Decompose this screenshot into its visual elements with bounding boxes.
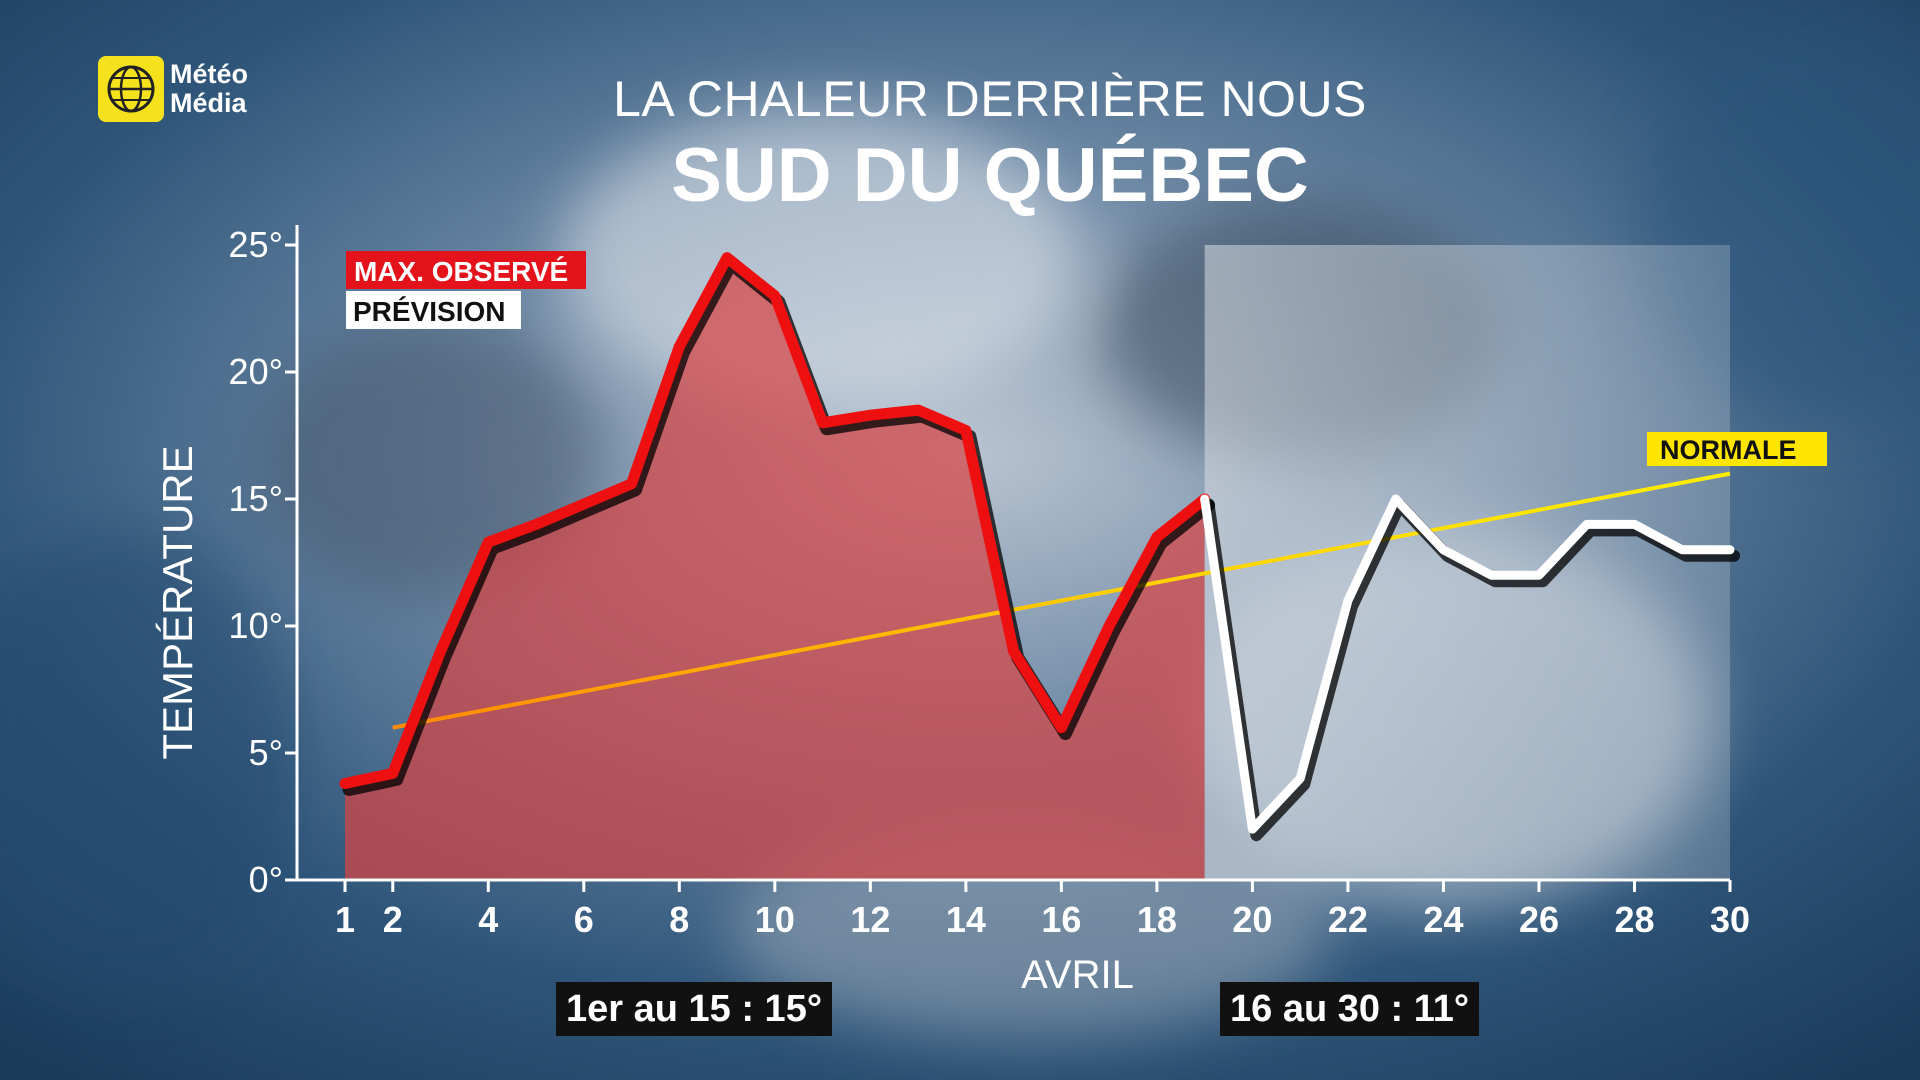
observed-point (1108, 625, 1111, 627)
x-tick-label: 10 (755, 899, 795, 940)
observed-area (345, 257, 1205, 880)
forecast-point (1203, 498, 1206, 500)
x-tick-label: 24 (1423, 899, 1463, 940)
observed-point (917, 409, 920, 412)
x-tick-label: 8 (669, 899, 689, 940)
x-tick-label: 12 (850, 899, 890, 940)
chart-title: LA CHALEUR DERRIÈRE NOUS (613, 71, 1367, 127)
x-tick-label: 20 (1232, 899, 1272, 940)
y-axis-label: TEMPÉRATURE (154, 445, 201, 759)
forecast-point (1537, 574, 1540, 577)
summary-first-half: 1er au 15 : 15° (556, 982, 833, 1036)
x-tick-label: 28 (1614, 899, 1654, 940)
normal-series-line (392, 471, 1731, 730)
y-tick-label: 10° (229, 605, 283, 646)
y-tick-label: 25° (229, 224, 283, 265)
x-tick-label: 22 (1328, 899, 1368, 940)
observed-point (726, 256, 729, 259)
forecast-point (1490, 574, 1493, 577)
forecast-point (1251, 828, 1254, 831)
forecast-point (1729, 548, 1731, 551)
observed-point (535, 523, 538, 526)
x-tick-label: 14 (946, 899, 986, 940)
logo-wordmark: Météo Média (170, 60, 248, 118)
legend-forecast-box (346, 291, 521, 329)
legend-observed-label: MAX. OBSERVÉ (354, 256, 568, 287)
globe-icon (98, 56, 164, 122)
x-tick-label: 1 (335, 899, 355, 940)
logo-line2: Média (170, 88, 247, 118)
forecast-point (1681, 548, 1684, 551)
chart-subtitle: SUD DU QUÉBEC (671, 133, 1309, 218)
x-tick-label: 2 (383, 899, 403, 940)
forecast-point (1394, 498, 1397, 500)
forecast-point (1442, 548, 1445, 551)
x-tick-label: 26 (1519, 899, 1559, 940)
observed-point (678, 345, 681, 348)
x-axis-label: AVRIL (1021, 953, 1134, 997)
forecast-point (1633, 523, 1636, 526)
y-tick-label: 5° (249, 732, 283, 773)
observed-point (487, 541, 490, 544)
y-tick-label: 15° (229, 478, 283, 519)
x-tick-label: 6 (574, 899, 594, 940)
observed-point (964, 429, 967, 432)
observed-point (1012, 650, 1015, 653)
observed-point (869, 414, 872, 417)
observed-point (439, 650, 442, 653)
x-tick-label: 4 (478, 899, 498, 940)
legend-normal-label: NORMALE (1660, 435, 1797, 465)
legend-normal-box (1647, 432, 1827, 466)
observed-point (821, 421, 824, 424)
x-tick-label: 30 (1710, 899, 1750, 940)
observed-point (344, 782, 346, 785)
meteomedia-logo: Météo Média (98, 56, 248, 122)
y-tick-label: 0° (249, 859, 283, 900)
legend-forecast-label: PRÉVISION (353, 296, 505, 327)
forecast-point (1346, 599, 1349, 602)
y-tick-label: 20° (229, 351, 283, 392)
x-tick-label: 16 (1041, 899, 1081, 940)
logo-line1: Météo (170, 59, 249, 89)
summary-second-half: 16 au 30 : 11° (1220, 982, 1480, 1036)
observed-point (1155, 536, 1158, 539)
forecast-point (1585, 523, 1588, 526)
observed-point (630, 482, 633, 485)
observed-point (391, 772, 394, 775)
observed-point (1060, 726, 1063, 729)
observed-point (582, 503, 585, 506)
observed-point (773, 294, 776, 297)
x-tick-label: 18 (1137, 899, 1177, 940)
legend-observed-box (346, 251, 586, 289)
forecast-point (1299, 777, 1302, 780)
forecast-series-line (1200, 494, 1735, 834)
